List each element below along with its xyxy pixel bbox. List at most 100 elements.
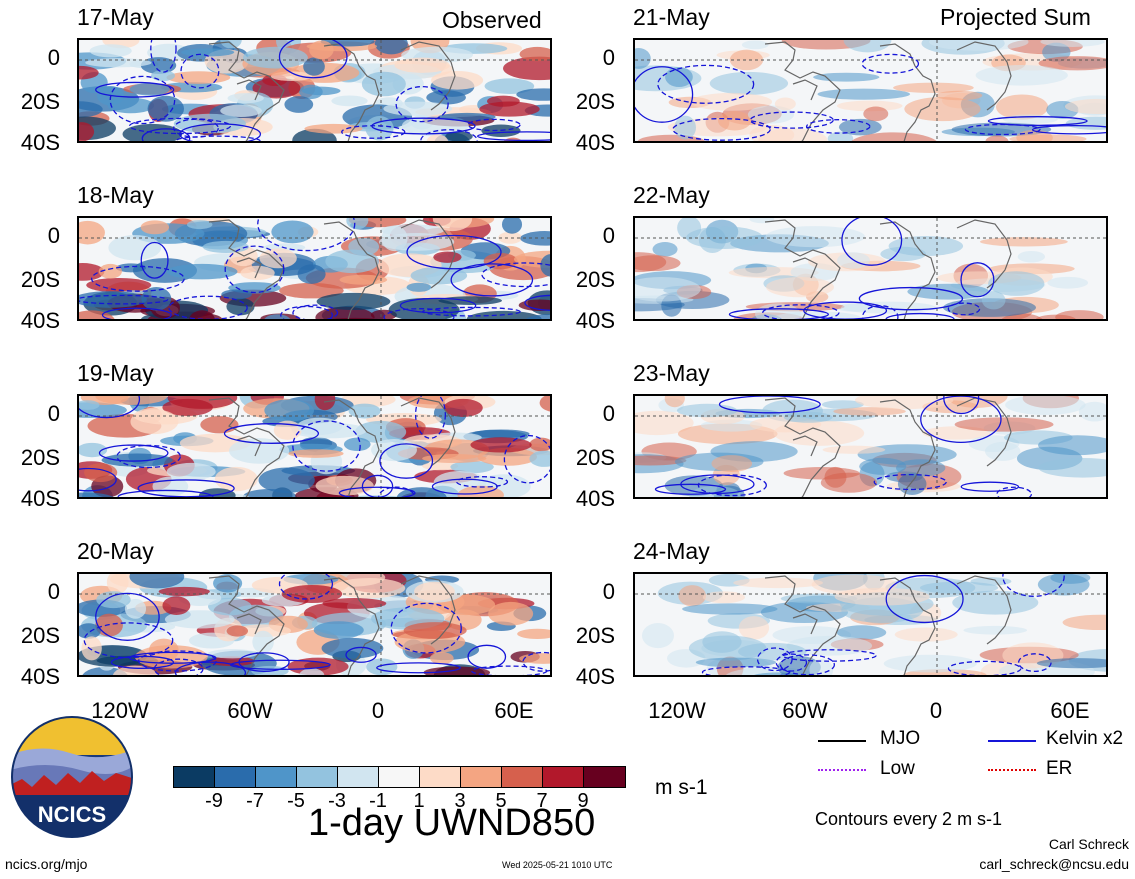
kelvin-contour bbox=[292, 420, 361, 472]
colorbar-tick-label: -3 bbox=[328, 790, 346, 812]
kelvin-contour bbox=[420, 129, 478, 141]
anomaly-shading bbox=[1064, 98, 1106, 115]
anomaly-shading bbox=[151, 70, 175, 82]
anomaly-shading bbox=[821, 400, 864, 409]
anomaly-shading bbox=[166, 462, 216, 481]
legend-line-mjo bbox=[818, 740, 866, 742]
lat-label: 20S bbox=[20, 623, 60, 648]
anomaly-shading bbox=[985, 135, 1009, 141]
anomaly-shading bbox=[252, 630, 274, 654]
anomaly-shading bbox=[695, 657, 777, 668]
panel-date: 23-May bbox=[633, 360, 710, 386]
kelvin-contour bbox=[141, 128, 191, 141]
anomaly-shading bbox=[264, 314, 291, 319]
anomaly-shading bbox=[332, 577, 406, 599]
anomaly-shading bbox=[173, 113, 246, 134]
coastline bbox=[792, 257, 818, 279]
anomaly-shading bbox=[709, 71, 789, 95]
coastline bbox=[323, 221, 380, 319]
colorbar-swatch bbox=[174, 767, 215, 787]
colorbar-swatch bbox=[215, 767, 256, 787]
anomaly-shading bbox=[450, 460, 494, 474]
kelvin-contour bbox=[278, 40, 348, 79]
coastline bbox=[879, 221, 936, 319]
anomaly-shading bbox=[1038, 435, 1106, 456]
kelvin-contour bbox=[803, 301, 888, 319]
anomaly-shading bbox=[676, 403, 738, 418]
legend-label-kelvin: Kelvin x2 bbox=[1046, 728, 1124, 749]
kelvin-contour bbox=[345, 646, 377, 663]
anomaly-shading bbox=[833, 407, 906, 416]
colorbar-swatch bbox=[256, 767, 297, 787]
anomaly-shading bbox=[243, 46, 308, 69]
anomaly-shading bbox=[838, 118, 882, 136]
anomaly-shading bbox=[637, 134, 705, 141]
anomaly-shading bbox=[738, 616, 770, 640]
coastline bbox=[764, 41, 841, 141]
kelvin-contour bbox=[137, 479, 235, 497]
credit-timestamp: Wed 2025-05-21 1010 UTC bbox=[502, 860, 613, 870]
anomaly-shading bbox=[226, 297, 255, 316]
kelvin-contour bbox=[79, 294, 169, 305]
credit-url[interactable]: ncics.org/mjo bbox=[5, 856, 88, 872]
anomaly-shading bbox=[259, 248, 297, 269]
anomaly-shading bbox=[635, 255, 681, 272]
kelvin-contour bbox=[341, 125, 406, 139]
lat-label: 40S bbox=[575, 130, 615, 155]
anomaly-shading bbox=[79, 492, 114, 497]
lon-label: 120W bbox=[91, 698, 149, 723]
coastline bbox=[323, 399, 380, 497]
lat-label: 20S bbox=[575, 445, 615, 470]
anomaly-shading bbox=[141, 286, 172, 311]
colorbar-tick-label: -5 bbox=[287, 790, 305, 812]
anomaly-shading bbox=[664, 396, 685, 408]
anomaly-shading bbox=[1062, 614, 1106, 631]
panel-date: 17-May bbox=[77, 4, 154, 30]
anomaly-shading bbox=[108, 235, 162, 261]
anomaly-shading bbox=[702, 591, 746, 604]
anomaly-shading bbox=[1040, 40, 1105, 47]
anomaly-shading bbox=[686, 226, 764, 249]
kelvin-contour bbox=[964, 123, 1041, 136]
credit-email[interactable]: carl_schreck@ncsu.edu bbox=[979, 856, 1129, 872]
anomaly-shading bbox=[970, 577, 1012, 586]
plot-title: 1-day UWND850 bbox=[308, 802, 596, 844]
anomaly-shading bbox=[229, 438, 290, 464]
anomaly-shading bbox=[477, 447, 537, 466]
anomaly-shading bbox=[539, 396, 550, 412]
anomaly-shading bbox=[766, 277, 834, 298]
map-panel bbox=[77, 216, 552, 321]
anomaly-shading bbox=[635, 48, 651, 69]
anomaly-shading bbox=[325, 249, 380, 274]
anomaly-shading bbox=[162, 398, 213, 416]
anomaly-shading bbox=[279, 282, 344, 299]
anomaly-shading bbox=[221, 289, 252, 300]
anomaly-shading bbox=[888, 236, 964, 257]
lat-label: 0 bbox=[47, 401, 60, 426]
anomaly-shading bbox=[309, 40, 334, 60]
anomaly-shading bbox=[1078, 401, 1106, 422]
kelvin-contour bbox=[376, 662, 461, 674]
anomaly-shading bbox=[1065, 116, 1106, 130]
anomaly-shading bbox=[817, 88, 911, 100]
anomaly-shading bbox=[980, 237, 1068, 247]
lat-label: 40S bbox=[575, 486, 615, 511]
anomaly-shading bbox=[1055, 310, 1104, 319]
kelvin-contour bbox=[885, 312, 955, 319]
legend-label-mjo: MJO bbox=[880, 728, 921, 749]
kelvin-contour bbox=[79, 467, 117, 492]
kelvin-contour bbox=[947, 302, 981, 316]
kelvin-contour bbox=[481, 262, 550, 288]
anomaly-shading bbox=[783, 411, 833, 423]
anomaly-shading bbox=[226, 625, 249, 637]
coastline bbox=[236, 257, 262, 279]
colorbar-tick-label: 9 bbox=[577, 790, 589, 812]
kelvin-contour bbox=[140, 241, 169, 279]
anomaly-shading bbox=[741, 40, 769, 50]
colorbar-tick-label: 7 bbox=[536, 790, 548, 812]
legend-label-low: Low bbox=[880, 758, 915, 779]
kelvin-contour bbox=[101, 307, 172, 319]
coastline bbox=[236, 613, 262, 635]
map-panel bbox=[633, 38, 1108, 143]
anomaly-shading bbox=[164, 610, 235, 629]
